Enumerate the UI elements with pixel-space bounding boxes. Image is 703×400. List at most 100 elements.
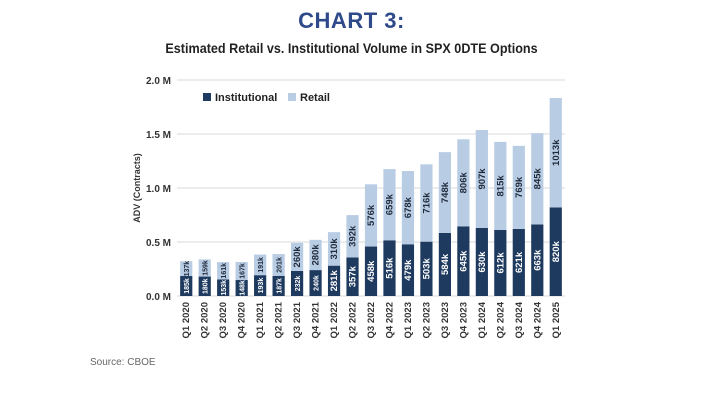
bar-institutional [217,279,230,296]
x-tick-label: Q3 2021 [292,301,303,338]
data-label-retail: 161k [221,263,228,279]
data-label-retail: 845k [532,167,543,189]
data-label-retail: 748k [440,181,451,203]
bar-retail [494,141,507,230]
y-tick-label: 0.0 M [146,292,171,303]
bar-institutional [420,241,433,296]
data-label-institutional: 584k [440,253,451,275]
bar-institutional [438,232,452,296]
bar-retail [420,164,433,242]
bar-institutional [401,244,415,296]
legend-swatch-retail [288,93,296,101]
bar-institutional [494,229,507,296]
data-label-institutional: 240k [314,275,321,291]
bar-retail [217,262,230,280]
data-label-retail: 392k [348,225,359,247]
data-label-institutional: 503k [421,258,432,280]
bar-retail [235,261,248,281]
chart-title: Estimated Retail vs. Institutional Volum… [165,40,538,56]
bar-institutional [290,270,304,296]
x-tick-label: Q3 2022 [366,302,377,338]
bar-retail [457,139,470,227]
x-tick-label: Q1 2021 [255,301,266,338]
data-label-institutional: 148k [240,280,247,296]
data-label-retail: 310k [329,238,340,260]
x-tick-label: Q2 2023 [421,302,432,338]
y-tick-label: 0.5 M [146,238,171,249]
bar-retail [272,254,285,276]
data-label-retail: 806k [458,172,469,194]
data-label-retail: 678k [403,196,414,218]
bar-institutional [327,265,341,296]
x-tick-label: Q1 2020 [181,302,192,338]
x-tick-label: Q1 2024 [477,301,488,338]
bar-institutional [235,280,248,296]
x-tick-label: Q4 2024 [532,301,543,338]
legend-label-retail: Retail [300,92,330,104]
data-label-institutional: 458k [366,260,377,282]
data-label-institutional: 621k [514,251,525,273]
x-tick-label: Q1 2023 [403,302,414,338]
bar-institutional [531,224,544,296]
data-label-retail: 1013k [551,139,562,166]
bar-institutional [272,275,285,296]
data-label-retail: 159k [203,260,210,276]
data-label-institutional: 187k [277,278,284,294]
legend-label-institutional: Institutional [215,92,277,104]
data-label-retail: 769k [514,176,525,198]
bar-institutional [457,226,470,296]
bar-institutional [309,270,322,296]
data-label-retail: 137k [184,261,191,277]
data-label-retail: 191k [258,257,265,273]
bar-retail [364,184,378,247]
data-label-institutional: 357k [348,265,359,287]
data-label-institutional: 820k [551,240,562,262]
bar-retail [438,152,452,233]
data-label-institutional: 281k [329,270,340,292]
bar-retail [309,239,322,271]
data-label-retail: 907k [477,168,488,190]
data-label-retail: 280k [311,244,322,266]
data-label-retail: 716k [421,192,432,214]
legend-swatch-institutional [203,93,211,101]
bar-retail [401,171,415,245]
x-tick-label: Q3 2023 [440,302,451,338]
x-tick-label: Q2 2021 [274,301,285,338]
bar-retail [327,232,341,266]
data-label-retail: 201k [277,257,284,273]
bar-institutional [475,227,488,296]
y-tick-label: 1.5 M [146,130,171,141]
data-label-retail: 167k [240,263,247,279]
x-tick-label: Q1 2022 [329,302,340,338]
data-label-retail: 815k [495,175,506,197]
bar-institutional [383,240,396,296]
x-tick-label: Q3 2020 [218,302,229,338]
bar-institutional [180,276,193,296]
data-label-institutional: 645k [458,250,469,272]
data-label-institutional: 153k [221,280,228,296]
bar-retail [254,254,267,276]
bar-institutional [549,207,562,296]
data-label-institutional: 180k [203,278,210,294]
data-label-institutional: 516k [384,257,395,279]
data-label-institutional: 185k [184,278,191,294]
bar-retail [198,259,211,277]
bar-institutional [346,257,359,296]
data-label-institutional: 232k [295,276,302,292]
bar-retail [475,130,488,228]
x-tick-label: Q2 2020 [200,302,211,338]
y-tick-label: 2.0 M [146,76,171,87]
bar-retail [531,133,544,225]
y-tick-label: 1.0 M [146,184,171,195]
bar-institutional [254,275,267,296]
x-tick-label: Q2 2022 [348,302,359,338]
bar-retail [180,261,193,277]
x-tick-label: Q4 2023 [458,302,469,338]
data-label-institutional: 663k [532,249,543,271]
source-note: Source: CBOE [90,357,156,368]
x-tick-label: Q4 2022 [384,302,395,338]
x-tick-label: Q3 2024 [514,301,525,338]
chart-heading: CHART 3: [298,8,405,33]
bar-retail [346,215,359,258]
data-label-institutional: 630k [477,251,488,273]
